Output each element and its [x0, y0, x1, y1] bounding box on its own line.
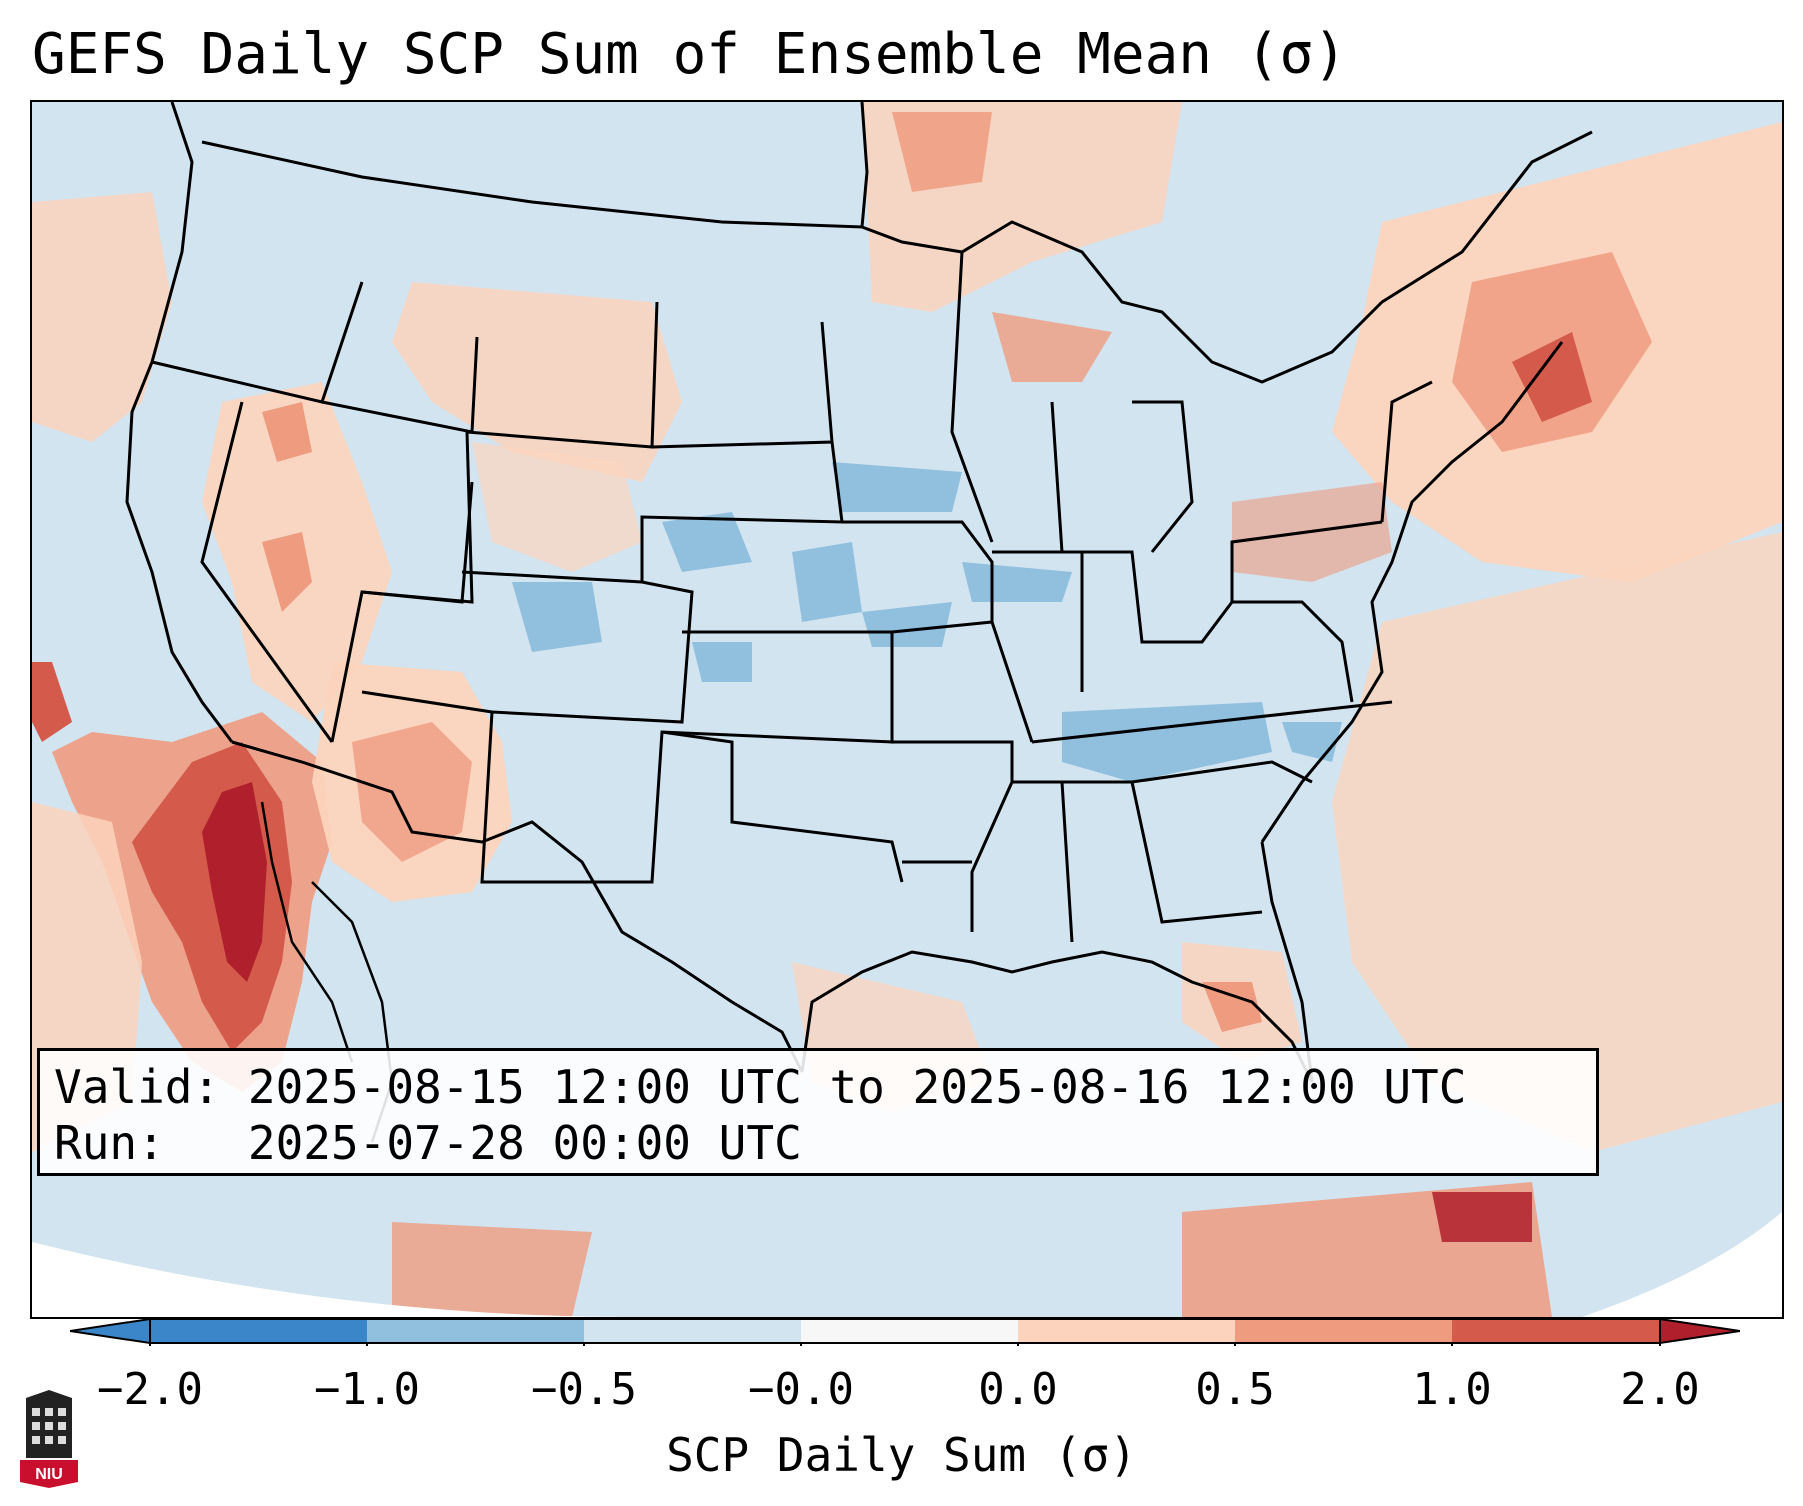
colorbar-tick: 2.0: [1620, 1364, 1700, 1415]
projection-edge: [32, 1242, 632, 1317]
validity-info-box: Valid: 2025-08-15 12:00 UTC to 2025-08-1…: [37, 1048, 1599, 1176]
niu-logo: NIU: [20, 1390, 78, 1488]
valid-value: 2025-08-15 12:00 UTC to 2025-08-16 12:00…: [247, 1060, 1467, 1114]
negative-anomaly-fields: [512, 462, 1342, 782]
colorbar-bin: [367, 1319, 584, 1343]
colorbar-max-extend: [1659, 1317, 1740, 1345]
colorbar-bin: [584, 1319, 801, 1343]
colorbar-bin: [1235, 1319, 1452, 1343]
logo-text: NIU: [35, 1466, 63, 1483]
colorbar: [70, 1317, 1740, 1346]
colorbar-tick: −1.0: [314, 1364, 420, 1415]
colorbar-tick: 1.0: [1412, 1364, 1492, 1415]
colorbar-bin: [1452, 1319, 1660, 1343]
colorbar-tick: −2.0: [97, 1364, 203, 1415]
map-title: GEFS Daily SCP Sum of Ensemble Mean (σ): [32, 22, 1347, 87]
colorbar-bin: [801, 1319, 1018, 1343]
run-label: Run:: [54, 1116, 165, 1170]
colorbar-bin: [150, 1319, 367, 1343]
projection-edge-right: [1582, 1212, 1782, 1317]
political-boundaries: [125, 102, 1593, 1083]
colorbar-tick: 0.0: [978, 1364, 1058, 1415]
valid-label: Valid:: [54, 1060, 221, 1114]
run-value: 2025-07-28 00:00 UTC: [247, 1116, 802, 1170]
colorbar-min-extend: [70, 1317, 151, 1345]
colorbar-tick: 0.5: [1195, 1364, 1275, 1415]
colorbar-tick: −0.0: [748, 1364, 854, 1415]
colorbar-tick: −0.5: [531, 1364, 637, 1415]
colorbar-label: SCP Daily Sum (σ): [666, 1428, 1137, 1482]
colorbar-bin: [1018, 1319, 1235, 1343]
positive-anomaly-fields: [32, 102, 1782, 1317]
